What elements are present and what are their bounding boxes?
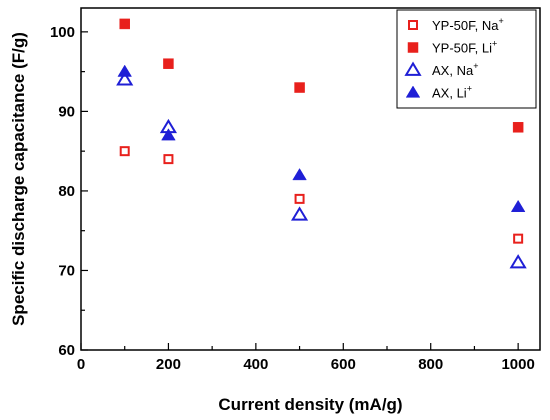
x-tick-label: 0: [77, 356, 85, 373]
data-point-series-3: [116, 71, 134, 86]
legend-label-2: YP-50F, Li+: [432, 39, 497, 56]
legend-label-superscript: +: [473, 61, 478, 71]
legend-label-text: YP-50F, Li: [432, 41, 492, 56]
legend-label-3: AX, Na+: [432, 61, 478, 78]
data-point-series-2: [512, 122, 524, 133]
legend-label-superscript: +: [467, 84, 472, 94]
y-tick-label: 100: [50, 24, 75, 41]
data-point-series-4: [117, 64, 132, 77]
y-tick-label: 60: [58, 342, 75, 359]
data-point-series-1: [513, 233, 524, 244]
legend-marker-1: [408, 20, 418, 30]
legend-marker-2: [407, 42, 419, 53]
legend-label-text: AX, Li: [432, 86, 467, 101]
data-point-series-1: [294, 193, 305, 204]
data-point-series-3: [290, 206, 309, 221]
legend-box: [396, 9, 537, 109]
legend-marker-3: [404, 61, 422, 76]
legend-marker-4: [405, 85, 421, 98]
data-point-series-2: [163, 58, 174, 69]
y-tick-label: 80: [58, 183, 75, 200]
data-point-series-1: [163, 154, 174, 165]
data-point-series-3: [509, 254, 527, 269]
data-point-series-4: [510, 199, 526, 212]
legend-label-text: AX, Na: [432, 63, 474, 78]
y-tick-label: 90: [58, 103, 75, 120]
x-axis-title: Current density (mA/g): [218, 395, 402, 414]
x-tick-label: 1000: [501, 356, 534, 373]
data-point-series-4: [292, 168, 307, 181]
y-axis-title: Specific discharge capacitance (F/g): [9, 32, 28, 326]
legend-label-superscript: +: [492, 39, 497, 49]
x-tick-label: 400: [243, 356, 268, 373]
legend-label-superscript: +: [498, 16, 503, 26]
y-tick-label: 70: [58, 262, 75, 279]
data-point-series-2: [294, 82, 305, 93]
x-tick-label: 800: [418, 356, 443, 373]
legend: YP-50F, Na+YP-50F, Li+AX, Na+AX, Li+: [396, 9, 537, 109]
data-point-series-4: [161, 128, 176, 141]
x-tick-label: 200: [156, 356, 181, 373]
x-tick-label: 600: [331, 356, 356, 373]
data-point-series-2: [119, 18, 130, 30]
plot-frame: [80, 7, 541, 351]
legend-label-1: YP-50F, Na+: [432, 16, 504, 33]
data-point-series-1: [119, 146, 130, 157]
legend-label-4: AX, Li+: [432, 84, 472, 101]
legend-label-text: YP-50F, Na: [432, 18, 499, 33]
data-marks: [116, 18, 527, 269]
tick-labels: 0 200 400 600 800 1000 60 70 80 90 100: [50, 24, 535, 373]
